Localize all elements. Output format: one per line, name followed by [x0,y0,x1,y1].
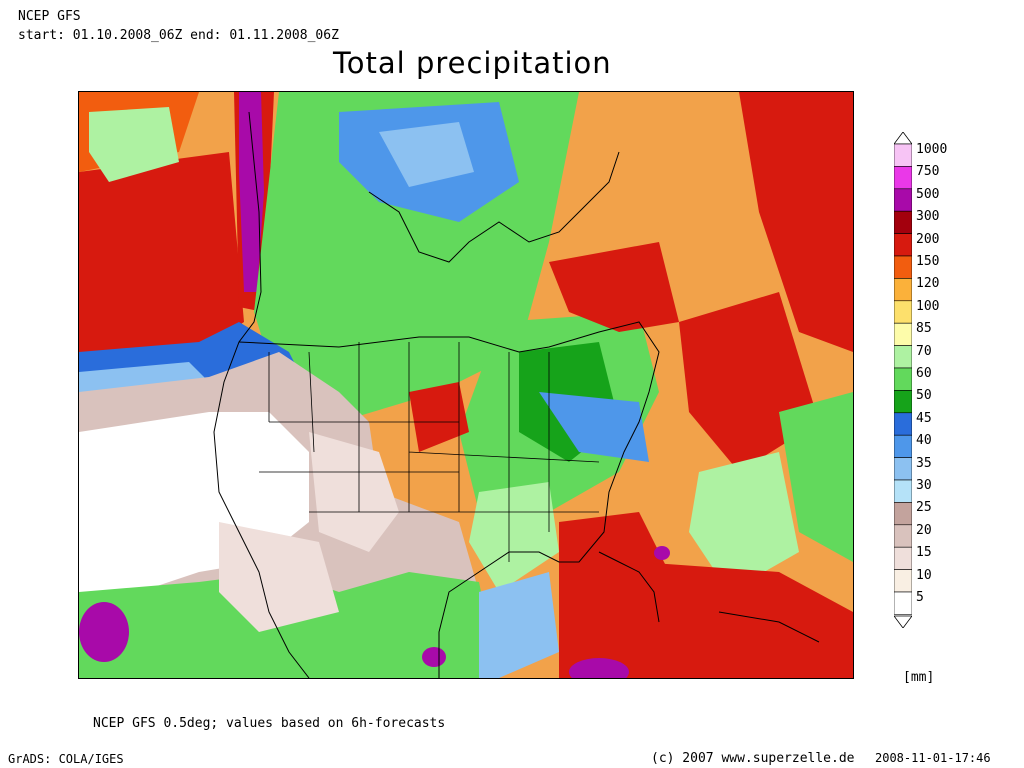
legend-label: 10 [916,567,932,583]
model-note: NCEP GFS 0.5deg; values based on 6h-fore… [93,716,446,731]
precip-area-mexico-green [79,572,499,678]
precip-spot-gulf-purple [654,546,670,560]
state-borders [259,342,600,562]
legend-swatch [893,524,913,548]
grads-credit: GrADS: COLA/IGES [8,752,124,766]
legend-label: 35 [916,455,932,471]
legend-swatch [893,143,913,167]
legend-swatch [893,278,913,302]
legend-label: 500 [916,186,940,202]
legend-label: 1000 [916,142,948,157]
legend-swatch [893,412,913,436]
precip-area-quebec-red [549,242,679,332]
precip-spot-pacific-purple [79,602,129,662]
precip-area-atlantic-green [779,392,853,562]
legend-swatch [893,591,913,615]
legend-label: 300 [916,209,940,225]
legend-label: 85 [916,321,932,337]
map-title: Total precipitation [333,46,612,80]
precip-area-sw-pale [219,522,339,632]
period-label: start: 01.10.2008_06Z end: 01.11.2008_06… [18,28,339,43]
legend-swatch [893,390,913,414]
legend-label: 70 [916,343,932,359]
legend-swatch [893,345,913,369]
precip-area-canada-lightblue [379,122,474,187]
precip-area-south-green [469,482,559,592]
copyright-site: (c) 2007 www.superzelle.de [651,751,855,766]
legend-label: 20 [916,522,932,538]
legend-swatch [893,546,913,570]
legend-label: 15 [916,545,932,561]
model-label: NCEP GFS [18,9,81,24]
precip-area-lakes-blue [539,392,649,462]
legend-swatch [893,166,913,190]
legend-label: 30 [916,478,932,493]
legend-swatch [893,188,913,212]
legend-swatch [893,457,913,481]
legend-label: 40 [916,433,932,449]
precip-area-rockies-pale [309,432,399,552]
legend-label: 5 [916,590,924,605]
precip-area-atlantic-red [739,92,853,352]
legend-swatch [893,300,913,324]
legend-label: 750 [916,164,940,180]
precip-area-gulf-blue [479,572,559,678]
legend-bottom-arrow [893,615,913,629]
legend-label: 150 [916,254,940,269]
legend-swatch [893,434,913,458]
precip-area-caribbean-red [639,562,853,678]
legend-label: 120 [916,276,940,292]
legend-top-arrow [893,131,913,145]
legend-label: 100 [916,298,940,314]
legend-swatch [893,479,913,503]
timestamp: 2008-11-01-17:46 [875,751,991,765]
precip-area-plains-red [409,382,469,452]
precip-area-nw-green [89,107,179,182]
legend-label: 45 [916,410,932,426]
precip-area-atlantic-lightgreen [689,452,799,592]
precipitation-map [78,91,854,679]
coastlines [213,111,820,678]
precip-spot-caribbean-purple [569,658,629,678]
legend-swatches [893,143,913,615]
precip-area-pacific-red [79,152,244,352]
legend-label: 200 [916,231,940,247]
unit-label: [mm] [903,670,935,685]
precip-area-coast-purple [239,92,264,292]
legend-swatch [893,569,913,593]
legend-swatch [893,502,913,526]
color-legend [893,131,913,629]
legend-label: 50 [916,388,932,404]
precip-spot-mexico-purple [422,647,446,667]
legend-swatch [893,367,913,391]
legend-label: 60 [916,366,932,381]
legend-swatch [893,210,913,234]
legend-swatch [893,322,913,346]
legend-swatch [893,233,913,257]
legend-swatch [893,255,913,279]
legend-label: 25 [916,500,932,516]
